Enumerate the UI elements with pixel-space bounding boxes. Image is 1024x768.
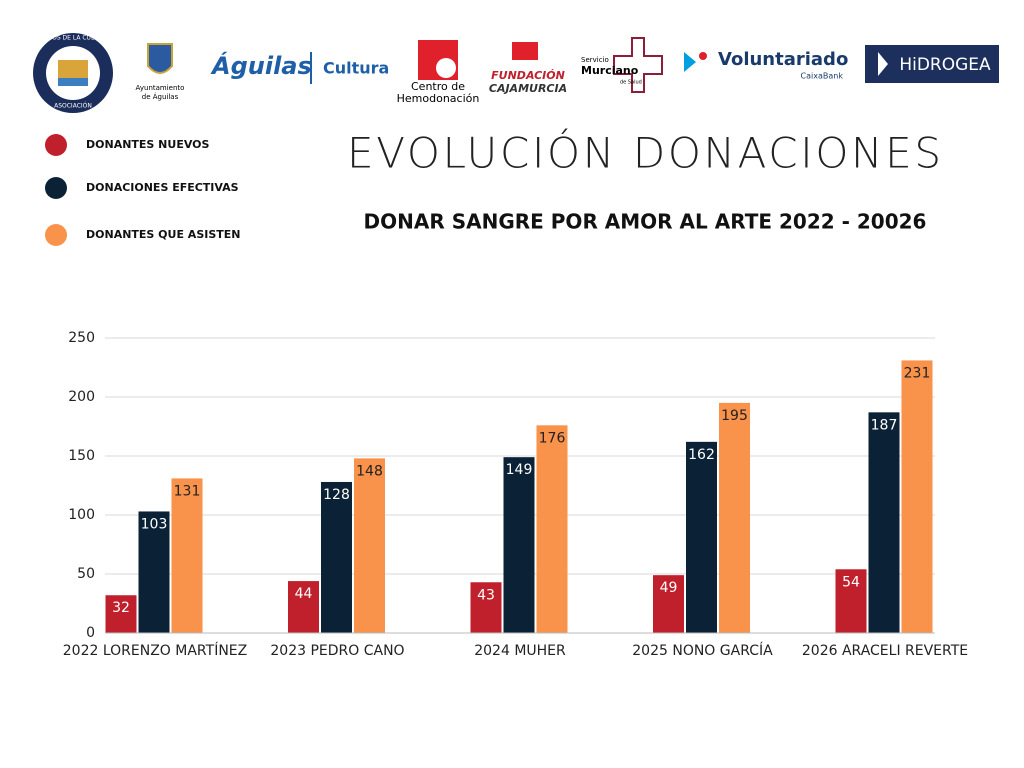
bar bbox=[321, 481, 352, 633]
bar bbox=[171, 478, 203, 633]
y-tick-label: 150 bbox=[68, 448, 95, 464]
value-label: 231 bbox=[904, 365, 931, 381]
logo-text: FUNDACIÓN bbox=[491, 69, 565, 82]
bar bbox=[105, 595, 137, 633]
logo-text: CAJAMURCIA bbox=[489, 82, 567, 95]
y-tick-label: 50 bbox=[77, 566, 95, 582]
logo-asociacion: AMIGOS DE LA CULTURA ASOCIACIÓN bbox=[33, 33, 113, 113]
legend-marker bbox=[45, 224, 67, 246]
bar bbox=[138, 511, 170, 633]
legend-label: DONANTES NUEVOS bbox=[86, 138, 210, 151]
logo-text: Cultura bbox=[323, 59, 389, 78]
bar bbox=[354, 458, 385, 633]
x-tick-label: 2022 LORENZO MARTÍNEZ bbox=[63, 642, 247, 659]
logo-text: Águilas bbox=[210, 51, 312, 80]
chart-subtitle: DONAR SANGRE POR AMOR AL ARTE 2022 - 200… bbox=[364, 210, 927, 234]
value-label: 128 bbox=[323, 487, 350, 503]
logo-text: HiDROGEA bbox=[899, 55, 991, 75]
legend-marker bbox=[45, 177, 67, 199]
logo-text: Murciano bbox=[581, 64, 639, 77]
value-label: 148 bbox=[356, 463, 383, 479]
bar bbox=[868, 412, 900, 633]
logo-text: Hemodonación bbox=[397, 92, 480, 105]
logo-hidrogea: HiDROGEA bbox=[865, 45, 999, 83]
logo-voluntariado: Voluntariado CaixaBank bbox=[684, 49, 848, 81]
logo-centro: Centro de Hemodonación bbox=[397, 40, 480, 105]
legend-label: DONANTES QUE ASISTEN bbox=[86, 228, 240, 241]
logo-text: Servicio bbox=[581, 56, 609, 64]
value-label: 162 bbox=[688, 447, 715, 463]
bar bbox=[719, 402, 750, 633]
value-label: 103 bbox=[141, 516, 168, 532]
value-label: 187 bbox=[871, 417, 898, 433]
logo-text: de Salud bbox=[620, 80, 642, 86]
bar bbox=[901, 360, 933, 633]
y-tick-label: 0 bbox=[86, 625, 95, 641]
value-label: 32 bbox=[112, 600, 130, 616]
bar bbox=[835, 569, 867, 633]
chart-title: EVOLUCIÓN DONACIONES bbox=[347, 128, 943, 178]
value-label: 44 bbox=[295, 586, 313, 602]
y-tick-label: 250 bbox=[68, 330, 95, 346]
legend-marker bbox=[45, 134, 67, 156]
logo-text: ASOCIACIÓN bbox=[54, 103, 92, 110]
logo-servicio: Servicio Murciano de Salud bbox=[581, 37, 663, 93]
logo-text: Voluntariado bbox=[718, 49, 848, 70]
y-tick-label: 200 bbox=[68, 389, 95, 405]
bar bbox=[536, 425, 568, 633]
legend-label: DONACIONES EFECTIVAS bbox=[86, 181, 239, 194]
bar bbox=[288, 581, 319, 633]
value-label: 49 bbox=[660, 580, 678, 596]
bar bbox=[503, 457, 535, 633]
bar bbox=[470, 582, 502, 633]
value-label: 131 bbox=[174, 483, 201, 499]
x-tick-label: 2025 NONO GARCÍA bbox=[632, 642, 773, 659]
logo-text: Ayuntamiento bbox=[136, 84, 185, 92]
x-tick-label: 2026 ARACELI REVERTE bbox=[802, 643, 968, 659]
logo-text: Centro de bbox=[411, 80, 465, 93]
y-tick-label: 100 bbox=[68, 507, 95, 523]
logo-text: CaixaBank bbox=[801, 72, 844, 81]
value-label: 43 bbox=[477, 587, 495, 603]
logo-text: AMIGOS DE LA CULTURA bbox=[36, 35, 110, 42]
x-tick-label: 2023 PEDRO CANO bbox=[270, 643, 404, 659]
bar bbox=[653, 575, 684, 633]
logo-text: de Águilas bbox=[142, 92, 179, 101]
logo-fundacion: FUNDACIÓN CAJAMURCIA bbox=[489, 42, 567, 95]
value-label: 176 bbox=[539, 430, 566, 446]
value-label: 195 bbox=[721, 408, 748, 424]
logo-ayuntamiento: Ayuntamiento de Águilas bbox=[136, 43, 185, 101]
bar bbox=[686, 441, 717, 633]
x-tick-label: 2024 MUHER bbox=[474, 643, 566, 659]
value-label: 149 bbox=[506, 462, 533, 478]
value-label: 54 bbox=[842, 574, 860, 590]
